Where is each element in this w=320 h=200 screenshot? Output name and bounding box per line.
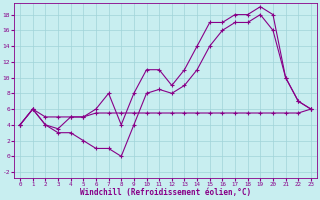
X-axis label: Windchill (Refroidissement éolien,°C): Windchill (Refroidissement éolien,°C) [80,188,251,197]
